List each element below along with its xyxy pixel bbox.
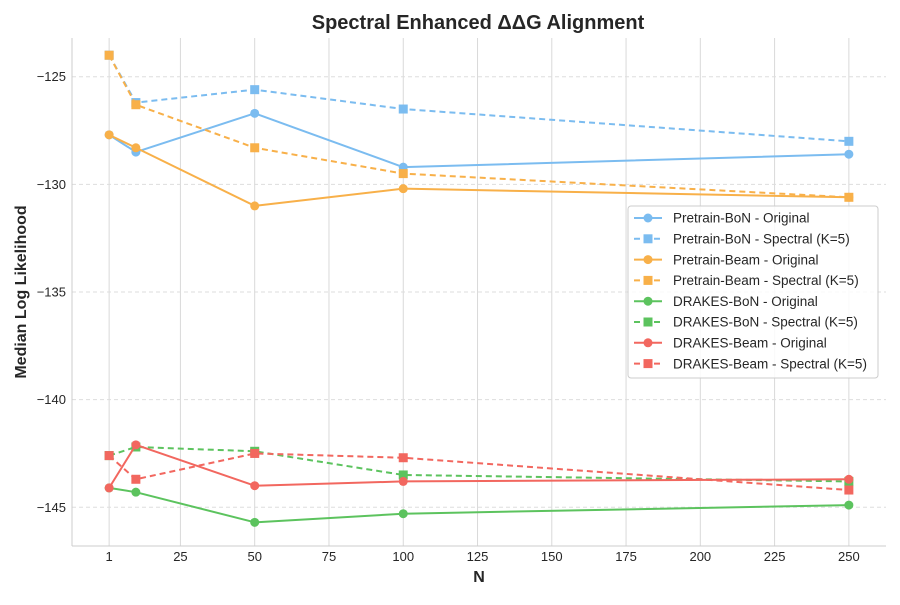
x-tick-label: 175 — [615, 549, 637, 564]
data-point — [250, 201, 260, 211]
data-point — [250, 517, 260, 527]
axes — [71, 38, 886, 547]
legend-item: Pretrain-BoN - Original — [634, 211, 810, 226]
y-tick-label: −145 — [37, 500, 66, 515]
legend-label: DRAKES-BoN - Spectral (K=5) — [673, 315, 858, 330]
data-point — [250, 85, 260, 95]
series-line — [108, 54, 849, 143]
data-point — [131, 143, 141, 153]
y-axis-label: Median Log Likelihood — [13, 205, 30, 378]
data-point — [250, 448, 260, 458]
data-point — [104, 483, 114, 493]
x-axis-label: N — [473, 569, 485, 586]
data-point — [250, 143, 260, 153]
data-point — [844, 149, 854, 159]
legend-label: DRAKES-Beam - Original — [673, 336, 827, 351]
y-tick-label: −135 — [37, 285, 66, 300]
data-point — [131, 474, 141, 484]
x-tick-label: 125 — [467, 549, 489, 564]
legend-label: DRAKES-BoN - Original — [673, 294, 818, 309]
x-tick-label: 50 — [247, 549, 261, 564]
y-tick-labels: −125 −130 −135 −140 −145 — [37, 69, 66, 515]
series — [104, 50, 854, 527]
x-tick-label: 225 — [764, 549, 786, 564]
data-point — [250, 481, 260, 491]
series-line — [108, 452, 849, 492]
data-point — [398, 184, 408, 194]
data-point — [104, 50, 114, 60]
series-line — [108, 445, 849, 483]
y-tick-label: −140 — [37, 392, 66, 407]
legend-marker — [643, 317, 653, 327]
data-point — [844, 474, 854, 484]
data-point — [398, 470, 408, 480]
legend-marker — [643, 213, 653, 223]
x-tick-label: 150 — [541, 549, 563, 564]
legend-item: DRAKES-Beam - Spectral (K=5) — [634, 356, 867, 371]
legend-label: Pretrain-BoN - Original — [673, 211, 810, 226]
data-point — [398, 169, 408, 179]
x-tick-label: 25 — [173, 549, 187, 564]
legend-label: DRAKES-Beam - Spectral (K=5) — [673, 356, 867, 371]
x-tick-label: 1 — [106, 549, 113, 564]
y-tick-label: −125 — [37, 69, 66, 84]
x-tick-label: 200 — [689, 549, 711, 564]
grid — [72, 38, 886, 546]
series-line — [108, 486, 849, 524]
x-tick-label: 250 — [838, 549, 860, 564]
legend-label: Pretrain-Beam - Original — [673, 252, 819, 267]
legend-label: Pretrain-Beam - Spectral (K=5) — [673, 273, 859, 288]
data-point — [844, 485, 854, 495]
legend-marker — [643, 255, 653, 265]
data-point — [398, 509, 408, 519]
data-point — [104, 130, 114, 140]
legend-marker — [643, 234, 653, 244]
series-group — [104, 50, 854, 202]
legend-item: Pretrain-Beam - Original — [634, 252, 819, 267]
series-group — [104, 448, 854, 495]
legend-marker — [643, 338, 653, 348]
x-tick-labels: 1 25 50 75 100 125 150 175 200 225 250 — [106, 549, 860, 564]
legend-item: DRAKES-Beam - Original — [634, 336, 827, 351]
series-group — [104, 50, 854, 146]
legend-marker — [643, 296, 653, 306]
series-group — [104, 483, 854, 527]
x-tick-label: 100 — [392, 549, 414, 564]
legend: Pretrain-BoN - Original Pretrain-BoN - Sp… — [627, 205, 879, 379]
chart-title: Spectral Enhanced ΔΔG Alignment — [312, 12, 645, 34]
data-point — [104, 451, 114, 461]
data-point — [844, 500, 854, 510]
legend-item: Pretrain-Beam - Spectral (K=5) — [634, 273, 859, 288]
data-point — [131, 440, 141, 450]
series-group — [104, 108, 854, 172]
data-point — [398, 453, 408, 463]
data-point — [398, 104, 408, 114]
legend-label: Pretrain-BoN - Spectral (K=5) — [673, 232, 850, 247]
series-line — [108, 112, 849, 169]
data-point — [131, 100, 141, 110]
legend-item: DRAKES-BoN - Original — [634, 294, 818, 309]
data-point — [131, 487, 141, 497]
data-point — [844, 136, 854, 146]
y-tick-label: −130 — [37, 177, 66, 192]
legend-marker — [643, 275, 653, 285]
data-point — [250, 108, 260, 118]
series-line — [108, 133, 849, 207]
x-tick-label: 75 — [322, 549, 336, 564]
legend-item: Pretrain-BoN - Spectral (K=5) — [634, 232, 850, 247]
series-group — [104, 130, 854, 211]
legend-box — [627, 205, 879, 379]
data-point — [398, 476, 408, 486]
data-point — [844, 192, 854, 202]
legend-item: DRAKES-BoN - Spectral (K=5) — [634, 315, 858, 330]
legend-marker — [643, 359, 653, 369]
series-group — [104, 440, 854, 493]
